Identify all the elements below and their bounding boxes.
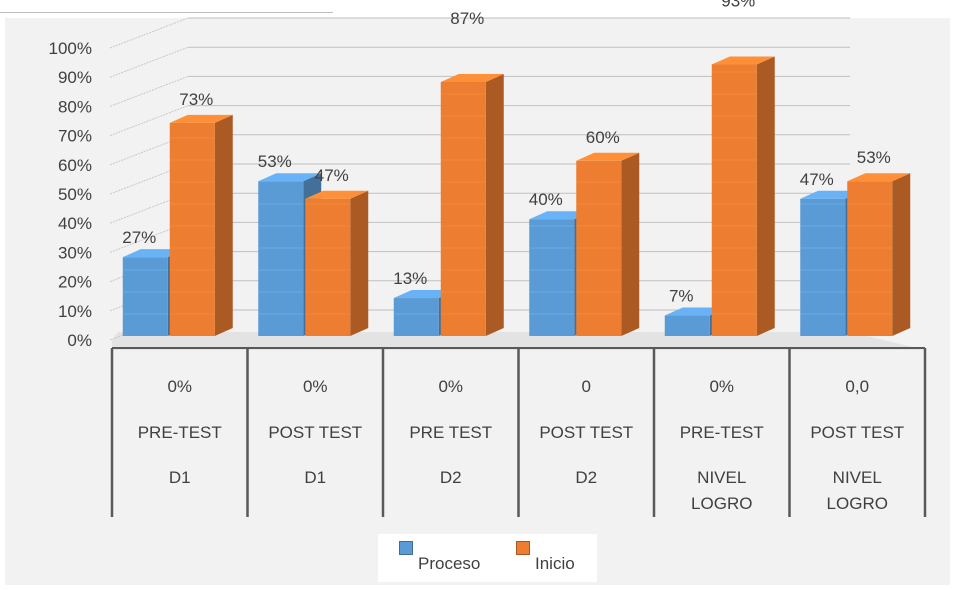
legend: Proceso Inicio [378, 534, 597, 582]
category-row3: D1 [169, 468, 191, 487]
data-label-proceso: 7% [669, 287, 694, 306]
gridline-depth [109, 75, 189, 107]
category-row1: 0% [303, 377, 328, 396]
gridline-depth [109, 17, 189, 49]
bar-inicio [440, 81, 486, 337]
category-row3: D2 [440, 468, 462, 487]
bar-proceso [122, 257, 168, 336]
category-row3: LOGRO [827, 494, 888, 513]
y-tick-label: 20% [58, 273, 92, 292]
category-row3: NIVEL [697, 468, 746, 487]
y-tick-label: 10% [58, 302, 92, 321]
data-label-inicio: 93% [721, 0, 755, 10]
category-row1: 0% [438, 377, 463, 396]
legend-swatch-inicio [516, 541, 530, 555]
data-label-inicio: 73% [179, 90, 213, 109]
y-tick-label: 30% [58, 243, 92, 262]
bar-side-inicio [756, 56, 775, 336]
data-label-inicio: 53% [857, 148, 891, 167]
bar-inicio [576, 160, 622, 336]
category-row2: POST TEST [810, 423, 904, 442]
category-row1: 0% [709, 377, 734, 396]
bar-proceso [664, 315, 710, 336]
data-label-proceso: 40% [529, 190, 563, 209]
bar-side-inicio [485, 73, 504, 337]
bar-inicio [169, 122, 215, 336]
data-label-proceso: 53% [258, 152, 292, 171]
bar-inicio [711, 64, 757, 336]
bar-inicio [847, 181, 893, 336]
bar-proceso [258, 181, 304, 336]
y-tick-label: 40% [58, 214, 92, 233]
y-tick-label: 50% [58, 185, 92, 204]
category-row2: PRE-TEST [138, 423, 222, 442]
bar-top-inicio [440, 73, 504, 82]
category-row1: 0,0 [845, 377, 869, 396]
y-tick-label: 0% [67, 331, 92, 350]
category-row3: NIVEL [833, 468, 882, 487]
data-label-inicio: 47% [315, 166, 349, 185]
bar-top-proceso [258, 173, 322, 182]
category-row2: POST TEST [268, 423, 362, 442]
bar-proceso [529, 219, 575, 336]
bar-top-inicio [305, 190, 369, 199]
bar-proceso [800, 198, 846, 336]
bar-top-inicio [847, 173, 911, 182]
bar-side-inicio [214, 114, 233, 336]
y-tick-label: 70% [58, 127, 92, 146]
floor [112, 332, 925, 350]
legend-label-proceso: Proceso [418, 554, 481, 573]
gridline-depth [109, 105, 189, 137]
category-row2: PRE TEST [409, 423, 492, 442]
bar-top-inicio [576, 152, 640, 161]
category-row2: POST TEST [539, 423, 633, 442]
data-label-inicio: 60% [586, 128, 620, 147]
bar-side-inicio [621, 152, 640, 336]
category-row1: 0 [582, 377, 591, 396]
y-tick-label: 60% [58, 156, 92, 175]
bar-proceso [393, 298, 439, 336]
top-divider [0, 12, 333, 13]
data-label-proceso: 27% [122, 228, 156, 247]
y-tick-label: 80% [58, 97, 92, 116]
bar-top-inicio [711, 56, 775, 65]
legend-label-inicio: Inicio [535, 554, 575, 573]
legend-swatch-proceso [399, 541, 413, 555]
category-row3: D2 [575, 468, 597, 487]
data-label-proceso: 47% [800, 170, 834, 189]
category-row1: 0% [167, 377, 192, 396]
y-tick-label: 100% [49, 39, 92, 58]
data-label-inicio: 87% [450, 9, 484, 28]
gridline-depth [109, 46, 189, 78]
bar-side-inicio [350, 190, 369, 336]
category-row2: PRE-TEST [680, 423, 764, 442]
bar-side-inicio [892, 173, 911, 336]
data-label-proceso: 13% [393, 269, 427, 288]
y-tick-label: 90% [58, 68, 92, 87]
bar-inicio [305, 198, 351, 336]
category-row3: D1 [304, 468, 326, 487]
bar-top-inicio [169, 114, 233, 123]
category-row3: LOGRO [691, 494, 752, 513]
